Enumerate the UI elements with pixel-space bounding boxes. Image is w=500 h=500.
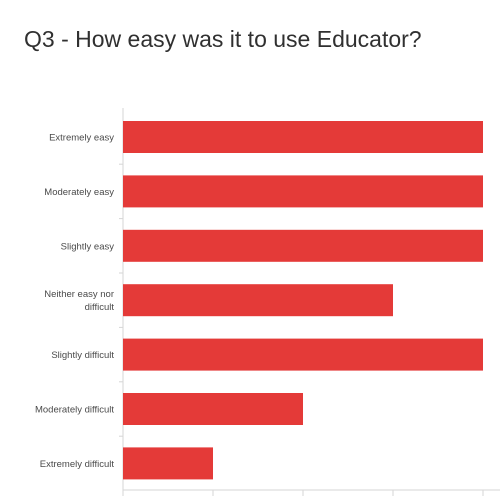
category-label: Neither easy nor difficult (44, 289, 114, 313)
category-label: Moderately difficult (35, 405, 114, 416)
bars-group (123, 121, 483, 480)
bar-moderately-difficult (123, 393, 303, 425)
category-label: Extremely difficult (40, 459, 115, 470)
chart-title: Q3 - How easy was it to use Educator? (24, 26, 422, 52)
category-label: Slightly difficult (51, 350, 114, 361)
bar-slightly-difficult (123, 338, 483, 371)
category-label: Extremely easy (49, 133, 114, 144)
bar-neither-easy-nor-difficult (123, 284, 393, 317)
bar-moderately-easy (123, 175, 483, 208)
bar-slightly-easy (123, 229, 483, 262)
category-label: Slightly easy (61, 241, 115, 252)
category-label: Moderately easy (44, 187, 114, 198)
bar-extremely-difficult (123, 447, 213, 480)
x-ticks-group (119, 163, 484, 496)
bar-extremely-easy (123, 121, 483, 153)
category-labels-group: Extremely easy Moderately easy Slightly ea… (35, 133, 114, 470)
